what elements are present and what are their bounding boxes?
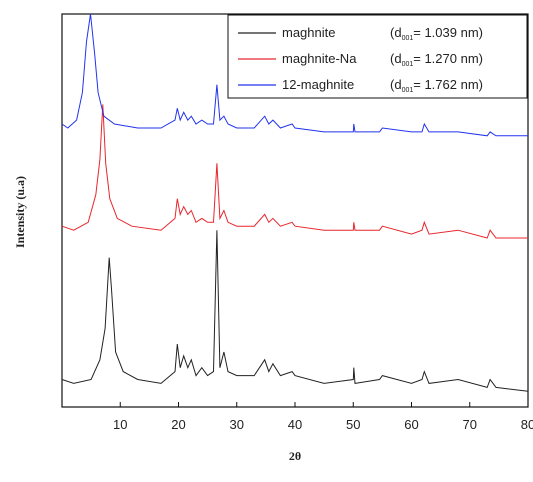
legend-dspacing-0: (d001= 1.039 nm)	[390, 25, 483, 42]
legend-label-0: maghnite	[282, 25, 335, 40]
x-tick-label: 50	[346, 417, 360, 432]
series-line-2	[61, 13, 528, 137]
legend-label-2: 12-maghnite	[282, 77, 354, 92]
x-tick-label: 30	[230, 417, 244, 432]
legend-box	[227, 14, 528, 99]
x-tick-label: 70	[463, 417, 477, 432]
series-line-0	[61, 230, 529, 392]
x-tick-label: 20	[171, 417, 185, 432]
series-line-1	[61, 104, 528, 239]
x-tick-label: 40	[288, 417, 302, 432]
legend: maghnite (d001= 1.039 nm) maghnite-Na (d001…	[227, 14, 528, 99]
x-tick-label: 60	[404, 417, 418, 432]
legend-dspacing-1: (d001= 1.270 nm)	[390, 51, 483, 68]
x-ticks: 10 20 30 40 50 60 70 80	[113, 402, 533, 432]
x-tick-label: 10	[113, 417, 127, 432]
x-tick-label: 80	[521, 417, 533, 432]
legend-label-1: maghnite-Na	[282, 51, 357, 66]
legend-dspacing-2: (d001= 1.762 nm)	[390, 77, 483, 94]
x-axis-title: 2θ	[289, 449, 301, 463]
y-axis-title: Intensity (u.a)	[13, 176, 27, 248]
series-layer	[61, 13, 529, 392]
